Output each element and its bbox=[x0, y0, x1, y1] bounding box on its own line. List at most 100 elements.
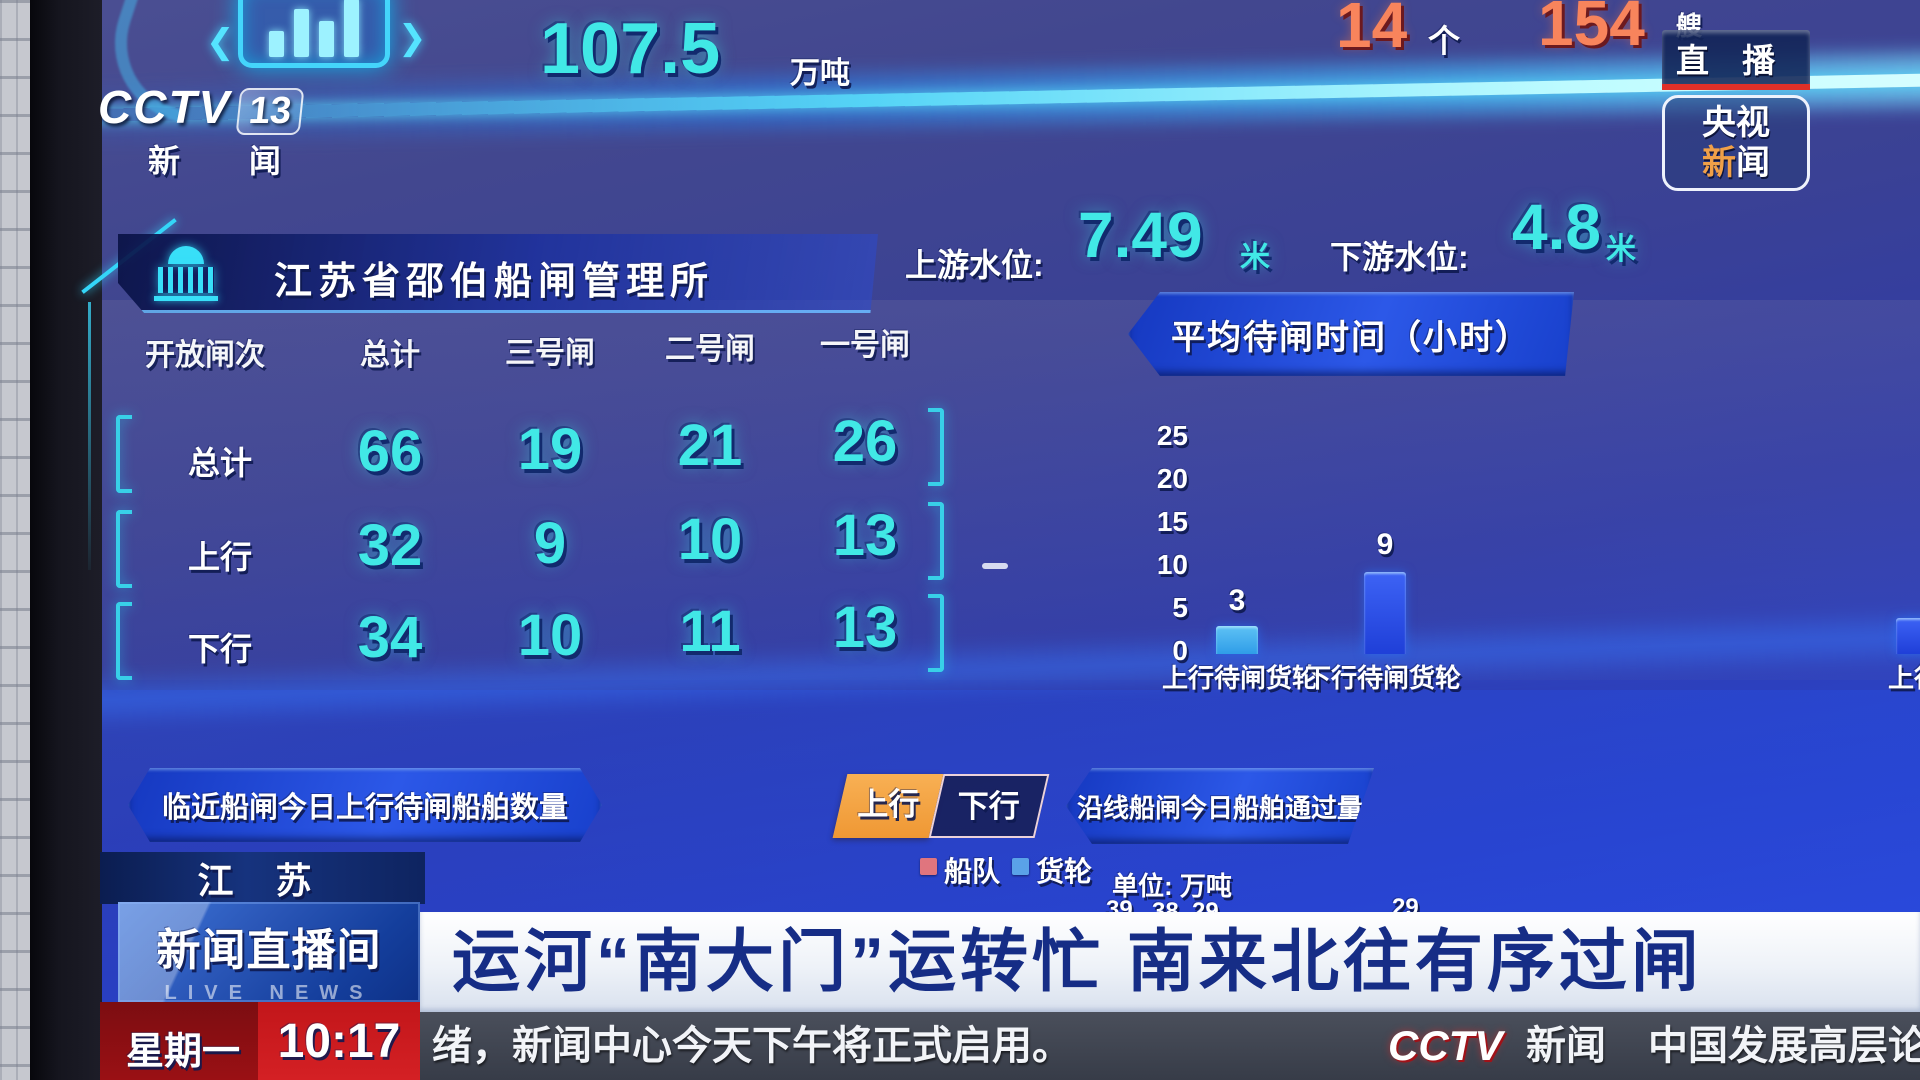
downstream-level-unit: 米 bbox=[1606, 233, 1636, 266]
y-axis-tick: 15 bbox=[1156, 506, 1188, 537]
table-row-label: 总计 bbox=[187, 445, 252, 481]
y-axis-tick: 5 bbox=[1172, 592, 1188, 623]
news-ticker: 绪，新闻中心今天下午将正式启用。 CCTV 新闻 中国发展高层论 bbox=[420, 1012, 1920, 1080]
throughput-value: 107.5 bbox=[540, 9, 721, 89]
table-header-open-lock-times: 开放闸次 bbox=[145, 339, 265, 372]
ticker-logo-suffix: 新闻 bbox=[1526, 1024, 1606, 1068]
table-header-total: 总计 bbox=[360, 339, 420, 372]
table-cell: 13 bbox=[832, 503, 898, 568]
panel-left-accent bbox=[88, 302, 91, 570]
table-row-label: 下行 bbox=[187, 631, 252, 667]
table-cell: 34 bbox=[357, 605, 423, 670]
throughput-unit: 万吨 bbox=[790, 57, 850, 90]
legend-fleet-label: 船队 bbox=[944, 856, 1001, 887]
nearby-locks-banner: 临近船闸今日上行待闸船舶数量 bbox=[128, 768, 602, 842]
route-locks-banner-label: 沿线船闸今日船舶通过量 bbox=[1076, 792, 1363, 823]
row-bracket-right bbox=[928, 408, 944, 486]
screen-bezel bbox=[30, 0, 102, 1080]
live-badge-network-line2-highlight: 新 bbox=[1702, 144, 1736, 183]
downstream-level-value: 4.8 bbox=[1512, 191, 1601, 263]
table-cell: 26 bbox=[832, 409, 898, 474]
toggle-downstream-label: 下行 bbox=[957, 789, 1020, 824]
table-cell: 19 bbox=[517, 417, 583, 482]
bar-category-label: 上行待闸货轮 bbox=[1161, 663, 1318, 693]
station-header-band: 江苏省邵伯船闸管理所 bbox=[118, 234, 878, 313]
table-header-lock3: 三号闸 bbox=[505, 337, 595, 370]
table-row-label: 上行 bbox=[187, 539, 252, 575]
legend-fleet-swatch bbox=[920, 858, 937, 875]
table-cell: 9 bbox=[533, 511, 567, 576]
bar-downstream-freighters bbox=[1364, 572, 1406, 654]
cctv-logo: CCTV bbox=[1388, 1022, 1503, 1069]
datetime-bar: 星期一 10:17 bbox=[100, 1002, 420, 1080]
bar-category-label: 上行待 bbox=[1888, 663, 1920, 693]
screen-midband-tint bbox=[100, 300, 1920, 680]
row-bracket-left bbox=[116, 602, 132, 680]
row-bracket-left bbox=[116, 415, 132, 493]
wait-time-chart-title-banner: 平均待闸时间（小时） bbox=[1128, 292, 1574, 376]
legend-freighter-label: 货轮 bbox=[1036, 856, 1093, 887]
row-bracket-left bbox=[116, 510, 132, 588]
ticker-text-left: 绪，新闻中心今天下午将正式启用。 bbox=[432, 1024, 1072, 1068]
table-cell: 13 bbox=[832, 595, 898, 660]
live-badge-network-line2: 新闻 bbox=[1673, 143, 1799, 183]
table-cell: 66 bbox=[357, 419, 423, 484]
live-badge-underline bbox=[1662, 84, 1810, 90]
upstream-level-unit: 米 bbox=[1240, 241, 1270, 274]
y-axis-tick: 20 bbox=[1156, 463, 1188, 494]
station-title: 江苏省邵伯船闸管理所 bbox=[274, 261, 715, 303]
toggle-downstream-button[interactable]: 下行 bbox=[928, 774, 1050, 838]
y-axis-tick: 0 bbox=[1172, 635, 1188, 666]
locks-count-unit: 个 bbox=[1428, 23, 1461, 59]
chevron-right-icon: ❯ bbox=[398, 19, 427, 57]
wall-strip bbox=[0, 0, 30, 1080]
program-subtitle: LIVE NEWS bbox=[164, 982, 374, 1004]
chevron-left-icon: ❮ bbox=[206, 23, 235, 61]
location-tag-label: 江 苏 bbox=[197, 860, 328, 901]
bar-value-label: 3 bbox=[1228, 584, 1246, 617]
toggle-upstream-button[interactable]: 上行 bbox=[832, 774, 944, 838]
y-axis-tick: 25 bbox=[1156, 420, 1188, 451]
clock: 10:17 bbox=[258, 1002, 420, 1080]
ships-count-value: 154 bbox=[1538, 0, 1645, 59]
route-locks-banner: 沿线船闸今日船舶通过量 bbox=[1066, 768, 1374, 844]
channel-logo-word: CCTV bbox=[98, 81, 232, 133]
table-header-lock1: 一号闸 bbox=[820, 329, 910, 362]
table-cell: 10 bbox=[517, 603, 583, 668]
nearby-locks-banner-label: 临近船闸今日上行待闸船舶数量 bbox=[161, 792, 568, 824]
bar-clipped-third bbox=[1896, 618, 1920, 654]
table-cell: 11 bbox=[679, 599, 741, 664]
channel-logo-subtitle: 新 闻 bbox=[148, 143, 311, 179]
channel-logo-number-box: 13 bbox=[235, 88, 305, 135]
location-tag: 江 苏 bbox=[100, 852, 425, 904]
program-title: 新闻直播间 bbox=[156, 926, 382, 975]
channel-logo: CCTV 13 bbox=[98, 80, 305, 135]
bar-upstream-freighters bbox=[1216, 626, 1258, 654]
legend-freighter-swatch bbox=[1012, 858, 1029, 875]
upstream-level-label: 上游水位: bbox=[905, 247, 1044, 283]
row-bracket-right bbox=[928, 502, 944, 580]
live-badge: 直 播 央视 新闻 bbox=[1662, 30, 1810, 192]
live-badge-network-line2-rest: 闻 bbox=[1736, 144, 1770, 183]
bar-chart-icon bbox=[238, 0, 390, 68]
y-axis-tick: 10 bbox=[1156, 549, 1188, 580]
locks-count-value: 14 bbox=[1336, 0, 1408, 61]
downstream-level-label: 下游水位: bbox=[1330, 239, 1469, 275]
table-cell: 21 bbox=[677, 413, 743, 478]
unit-note: 单位: 万吨 bbox=[1112, 871, 1232, 901]
live-badge-network-line1: 央视 bbox=[1702, 104, 1770, 142]
headline-banner: 运河“南大门”运转忙 南来北往有序过闸 bbox=[420, 912, 1920, 1012]
wait-time-chart-title: 平均待闸时间（小时） bbox=[1171, 318, 1531, 357]
channel-logo-number: 13 bbox=[247, 90, 294, 132]
screen-glare-dash bbox=[982, 563, 1008, 569]
upstream-level-value: 7.49 bbox=[1078, 199, 1203, 271]
table-cell: 10 bbox=[677, 507, 743, 572]
bar-value-label: 9 bbox=[1376, 528, 1394, 561]
toggle-upstream-label: 上行 bbox=[857, 787, 920, 822]
weekday-label: 星期一 bbox=[126, 1031, 241, 1073]
ticker-text-right: 中国发展高层论 bbox=[1648, 1024, 1920, 1068]
headline-text: 运河“南大门”运转忙 南来北往有序过闸 bbox=[452, 924, 1703, 1000]
row-bracket-right bbox=[928, 594, 944, 672]
building-icon bbox=[154, 246, 218, 301]
